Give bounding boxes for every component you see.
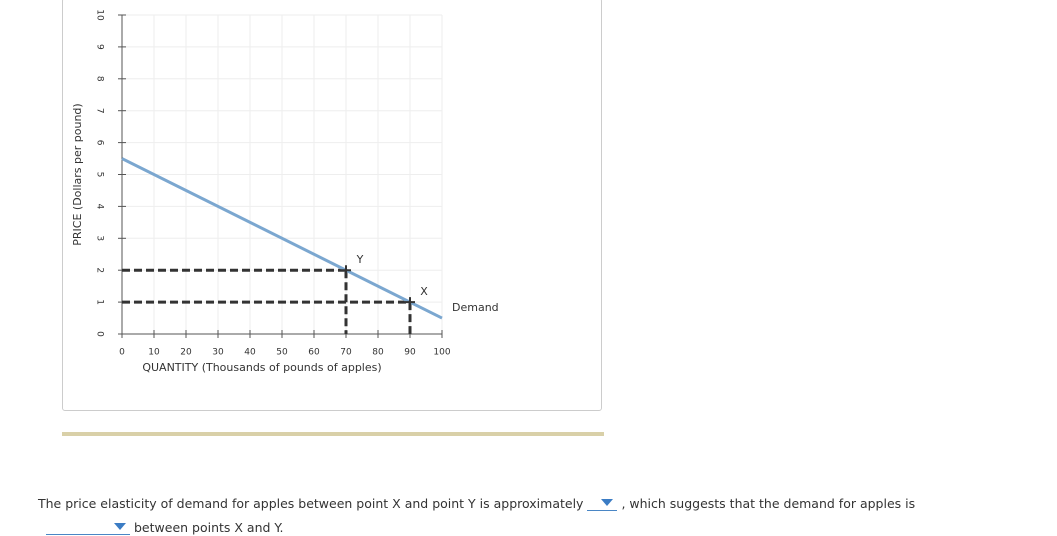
x-tick-label: 60 <box>308 348 320 358</box>
y-tick-label: 0 <box>95 331 105 337</box>
point-label: X <box>420 285 428 298</box>
x-tick-label: 70 <box>340 348 352 358</box>
y-tick-label: 5 <box>95 172 105 178</box>
x-tick-label: 80 <box>372 348 384 358</box>
y-tick-label: 4 <box>95 204 105 210</box>
x-tick-label: 30 <box>212 348 224 358</box>
y-tick-label: 9 <box>95 44 105 50</box>
y-tick-label: 8 <box>95 76 105 82</box>
point-label: Y <box>356 253 364 266</box>
x-tick-label: 20 <box>180 348 192 358</box>
y-tick-label: 6 <box>95 140 105 146</box>
series-label: Demand <box>452 301 499 314</box>
y-axis-label: PRICE (Dollars per pound) <box>71 103 84 245</box>
y-tick-label: 7 <box>95 108 105 114</box>
y-tick-label: 2 <box>95 267 105 273</box>
question-text: The price elasticity of demand for apple… <box>38 496 584 511</box>
divider <box>62 432 604 436</box>
question-line: The price elasticity of demand for apple… <box>38 496 915 511</box>
dropdown[interactable] <box>46 520 130 535</box>
x-tick-label: 90 <box>404 348 416 358</box>
x-tick-label: 100 <box>433 348 450 358</box>
y-tick-label: 10 <box>95 9 105 21</box>
graph-frame <box>62 0 602 411</box>
y-tick-label: 3 <box>95 235 105 241</box>
x-tick-label: 0 <box>119 348 125 358</box>
question-text: , which suggests that the demand for app… <box>621 496 916 511</box>
question-text: between points X and Y. <box>134 520 284 535</box>
question-line: between points X and Y. <box>42 520 284 535</box>
point-marker <box>341 265 351 276</box>
x-tick-label: 50 <box>276 348 288 358</box>
demand-line <box>121 157 443 320</box>
dropdown[interactable] <box>587 496 618 511</box>
point-marker <box>405 297 415 308</box>
chart: 0 10 20 30 40 50 60 70 80 90 100 0 1 2 3 4 5 6 7 8 9 10 QUANTI… <box>71 9 499 374</box>
x-axis-label: QUANTITY (Thousands of pounds of apples) <box>142 361 381 374</box>
x-tick-label: 40 <box>244 348 256 358</box>
y-tick-label: 1 <box>95 299 105 305</box>
x-tick-label: 10 <box>148 348 160 358</box>
